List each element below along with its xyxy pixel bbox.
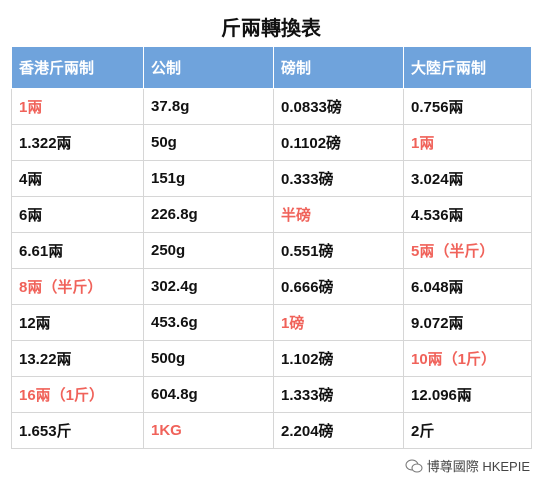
header-cell: 磅制 — [273, 46, 404, 89]
table-cell: 1KG — [143, 412, 274, 449]
table-cell: 50g — [143, 124, 274, 161]
brand: 博尊國際 HKEPIE — [426, 459, 530, 474]
table-row: 16兩（1斤） 604.8g 1.333磅 12.096兩 — [11, 376, 532, 413]
table-cell: 2.204磅 — [273, 412, 404, 449]
table-cell: 0.551磅 — [273, 232, 404, 269]
table-row: 1.653斤 1KG 2.204磅 2斤 — [11, 412, 532, 449]
table-cell: 半磅 — [273, 196, 404, 233]
footer: 博尊國際 HKEPIE — [405, 456, 530, 475]
table-cell: 1.322兩 — [11, 124, 144, 161]
table-row: 1.322兩 50g 0.1102磅 1兩 — [11, 124, 532, 161]
table-row: 13.22兩 500g 1.102磅 10兩（1斤） — [11, 340, 532, 377]
table-cell: 250g — [143, 232, 274, 269]
table-cell: 0.1102磅 — [273, 124, 404, 161]
table-cell: 0.333磅 — [273, 160, 404, 197]
table-cell: 0.666磅 — [273, 268, 404, 305]
table-cell: 12.096兩 — [403, 376, 532, 413]
table-cell: 4.536兩 — [403, 196, 532, 233]
table-cell: 6.048兩 — [403, 268, 532, 305]
table-cell: 1.102磅 — [273, 340, 404, 377]
table-cell: 1.653斤 — [11, 412, 144, 449]
table-cell: 226.8g — [143, 196, 274, 233]
table-row: 4兩 151g 0.333磅 3.024兩 — [11, 160, 532, 197]
table-cell: 302.4g — [143, 268, 274, 305]
table-cell: 1兩 — [403, 124, 532, 161]
table-cell: 0.756兩 — [403, 88, 532, 125]
table-row: 6.61兩 250g 0.551磅 5兩（半斤） — [11, 232, 532, 269]
table-cell: 2斤 — [403, 412, 532, 449]
header-row: 香港斤兩制 公制 磅制 大陸斤兩制 — [11, 46, 532, 89]
table-row: 1兩 37.8g 0.0833磅 0.756兩 — [11, 88, 532, 125]
table-cell: 10兩（1斤） — [403, 340, 532, 377]
table-cell: 151g — [143, 160, 274, 197]
table-cell: 3.024兩 — [403, 160, 532, 197]
table-body: 1兩 37.8g 0.0833磅 0.756兩 1.322兩 50g 0.1102磅 1兩 4兩… — [11, 88, 532, 449]
table-cell: 1.333磅 — [273, 376, 404, 413]
table-cell: 1磅 — [273, 304, 404, 341]
table-cell: 6兩 — [11, 196, 144, 233]
table-cell: 37.8g — [143, 88, 274, 125]
conversion-table: 香港斤兩制 公制 磅制 大陸斤兩制 1兩 37.8g 0.0833磅 0.756兩 1.322… — [11, 46, 532, 449]
header-cell: 香港斤兩制 — [11, 46, 144, 89]
wechat-icon — [405, 459, 423, 472]
title: 斤兩轉換表 — [221, 18, 321, 40]
table-cell: 0.0833磅 — [273, 88, 404, 125]
table-cell: 1兩 — [11, 88, 144, 125]
table-cell: 12兩 — [11, 304, 144, 341]
table-cell: 604.8g — [143, 376, 274, 413]
table-row: 6兩 226.8g 半磅 4.536兩 — [11, 196, 532, 233]
table-cell: 13.22兩 — [11, 340, 144, 377]
header-cell: 大陸斤兩制 — [403, 46, 532, 89]
table-cell: 5兩（半斤） — [403, 232, 532, 269]
header-cell: 公制 — [143, 46, 274, 89]
table-row: 8兩（半斤） 302.4g 0.666磅 6.048兩 — [11, 268, 532, 305]
table-cell: 500g — [143, 340, 274, 377]
table-cell: 9.072兩 — [403, 304, 532, 341]
table-cell: 453.6g — [143, 304, 274, 341]
table-cell: 8兩（半斤） — [11, 268, 144, 305]
table-cell: 16兩（1斤） — [11, 376, 144, 413]
table-cell: 4兩 — [11, 160, 144, 197]
table-cell: 6.61兩 — [11, 232, 144, 269]
table-row: 12兩 453.6g 1磅 9.072兩 — [11, 304, 532, 341]
